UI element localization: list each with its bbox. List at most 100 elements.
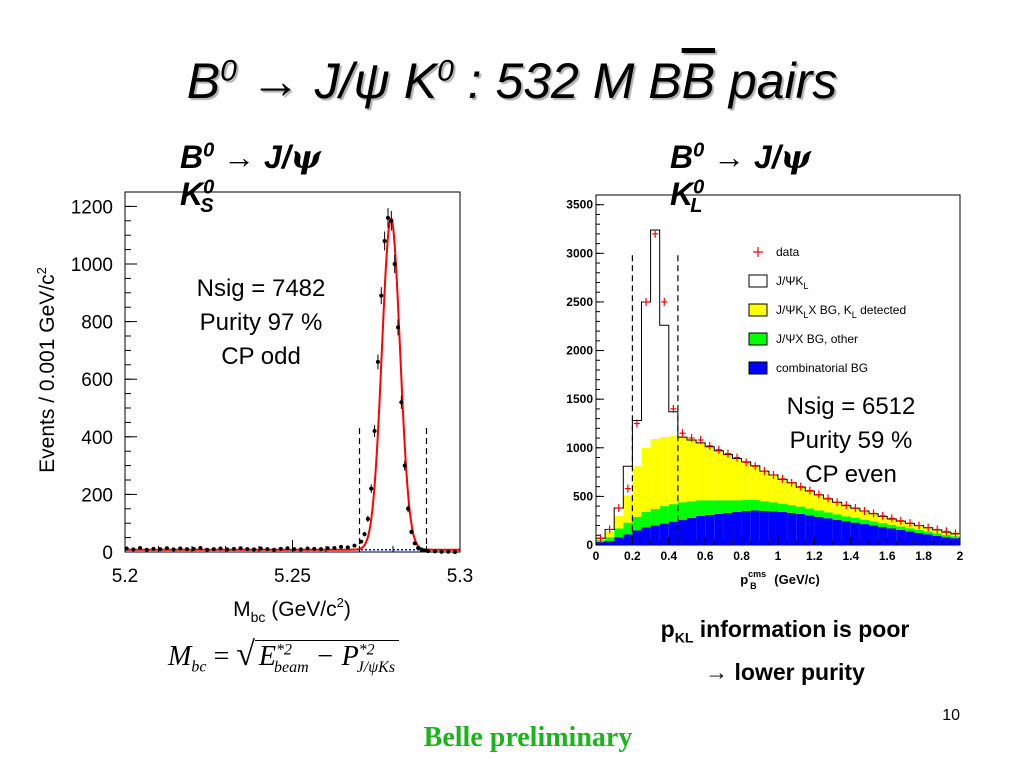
pb-bar-2 bbox=[705, 446, 715, 501]
pb-data-point bbox=[624, 484, 631, 493]
mbc-y-tick-label: 800 bbox=[81, 313, 113, 334]
pb-data-point bbox=[633, 419, 640, 428]
mbc-data-point bbox=[211, 547, 216, 552]
pb-bar-2 bbox=[814, 494, 824, 511]
mbc-marker bbox=[412, 541, 417, 546]
pb-bar-1 bbox=[941, 535, 951, 538]
pb-bar-0 bbox=[623, 534, 633, 545]
pb-data-point bbox=[779, 474, 786, 483]
pb-bar-1 bbox=[896, 526, 906, 530]
pb-x-tick-label: 1.6 bbox=[879, 549, 896, 563]
mbc-marker bbox=[409, 529, 414, 534]
mbc-data-point bbox=[218, 546, 223, 551]
mbc-data-point bbox=[231, 546, 236, 551]
mbc-marker bbox=[419, 547, 424, 552]
mbc-marker bbox=[325, 546, 330, 551]
pb-bar-1 bbox=[859, 519, 869, 525]
pb-legend-entry: combinatorial BG bbox=[748, 361, 868, 375]
mbc-data-point bbox=[362, 531, 367, 537]
pb-bar-0 bbox=[741, 510, 751, 545]
pb-data-point bbox=[770, 471, 777, 479]
pb-legend-label: J/ΨX BG, other bbox=[776, 332, 858, 346]
pb-x-tick-label: 1.4 bbox=[842, 549, 859, 563]
pb-data-point bbox=[797, 482, 804, 491]
pb-bar-0 bbox=[950, 538, 960, 545]
pb-bar-3 bbox=[623, 466, 633, 496]
pb-x-tick-label: 0 bbox=[593, 549, 600, 563]
arrow-icon: → bbox=[713, 139, 746, 175]
pb-y-tick-label: 500 bbox=[573, 489, 593, 503]
pb-bar-2 bbox=[750, 465, 760, 500]
mbc-marker bbox=[379, 293, 384, 298]
mbc-marker bbox=[231, 546, 236, 551]
right-signal-note: Nsig = 6512 Purity 59 % CP even bbox=[786, 393, 916, 488]
left-subtitle: B0 → J/ψ K0S bbox=[180, 138, 321, 218]
pb-data-point bbox=[934, 525, 941, 534]
mbc-y-tick-label: 400 bbox=[81, 428, 113, 449]
mbc-data-point bbox=[406, 505, 411, 513]
pb-bar-1 bbox=[923, 531, 933, 535]
pb-bar-1 bbox=[668, 504, 678, 522]
mbc-marker bbox=[406, 506, 411, 511]
mbc-data-point bbox=[402, 460, 407, 471]
mbc-data-point bbox=[372, 425, 377, 437]
pb-bar-1 bbox=[714, 500, 724, 514]
pb-bar-2 bbox=[623, 495, 633, 523]
pb-data-point bbox=[861, 506, 868, 515]
pb-bar-0 bbox=[759, 510, 769, 545]
pb-bar-2 bbox=[787, 482, 797, 506]
pb-x-tick-label: 0.8 bbox=[733, 549, 750, 563]
pb-data-point bbox=[743, 458, 750, 467]
pb-bar-0 bbox=[605, 541, 615, 545]
mbc-x-tick-label: 5.3 bbox=[447, 566, 473, 587]
pb-bar-1 bbox=[732, 500, 742, 512]
pb-bar-1 bbox=[641, 511, 651, 528]
mbc-y-tick-label: 200 bbox=[81, 485, 113, 506]
mbc-data-point bbox=[385, 208, 390, 228]
mbc-marker bbox=[298, 547, 303, 552]
mbc-data-point bbox=[419, 547, 424, 552]
pkl-note: pKL information is poor → lower purity bbox=[660, 616, 910, 685]
pb-data-point bbox=[943, 527, 950, 536]
sqrt-icon: √ bbox=[236, 636, 255, 673]
pb-bar-0 bbox=[941, 537, 951, 545]
mbc-marker bbox=[426, 549, 431, 554]
pb-bar-1 bbox=[914, 529, 924, 533]
pb-bar-0 bbox=[796, 513, 806, 545]
pb-legend-entry: J/ΨKLX BG, KL detected bbox=[748, 303, 906, 320]
pb-data-point bbox=[697, 436, 704, 444]
pb-bar-1 bbox=[696, 500, 706, 516]
mbc-marker bbox=[399, 400, 404, 405]
pb-bar-1 bbox=[614, 528, 624, 538]
mbc-marker bbox=[318, 547, 323, 552]
pb-bar-0 bbox=[850, 522, 860, 545]
pb-bar-1 bbox=[623, 522, 633, 535]
pb-data-point bbox=[952, 529, 959, 538]
pb-bar-0 bbox=[932, 535, 942, 545]
pb-bar-0 bbox=[914, 532, 924, 545]
mbc-data-point bbox=[238, 546, 243, 551]
pb-bar-0 bbox=[923, 534, 933, 545]
mbc-data-point bbox=[452, 550, 457, 554]
mbc-data-point bbox=[245, 547, 250, 552]
pb-cms-chart: 0 500 1000 1500 2000 2500 3000 3500 0 0.2 0.4 0.6 0.… bbox=[566, 194, 964, 591]
mbc-marker bbox=[446, 549, 451, 554]
mbc-fit-curve bbox=[125, 217, 460, 551]
mbc-data-point bbox=[432, 549, 437, 554]
mbc-data-point bbox=[178, 546, 183, 551]
mbc-y-axis-label: Events / 0.001 GeV/c2 bbox=[34, 267, 59, 473]
mbc-marker bbox=[245, 547, 250, 552]
pb-y-tick-label: 1000 bbox=[566, 441, 593, 455]
pb-bar-1 bbox=[750, 499, 760, 511]
pb-bar-1 bbox=[650, 509, 660, 526]
pb-bar-1 bbox=[878, 523, 888, 528]
mbc-marker bbox=[312, 546, 317, 551]
pb-bar-0 bbox=[823, 518, 833, 545]
mbc-x-tick-label: 5.2 bbox=[112, 566, 138, 587]
mbc-data-point bbox=[439, 549, 444, 554]
mbc-marker bbox=[369, 486, 374, 491]
pb-bar-0 bbox=[714, 513, 724, 545]
pb-legend-label: combinatorial BG bbox=[776, 361, 868, 375]
mbc-data-point bbox=[251, 547, 256, 552]
pb-y-tick-label: 2000 bbox=[566, 344, 593, 358]
